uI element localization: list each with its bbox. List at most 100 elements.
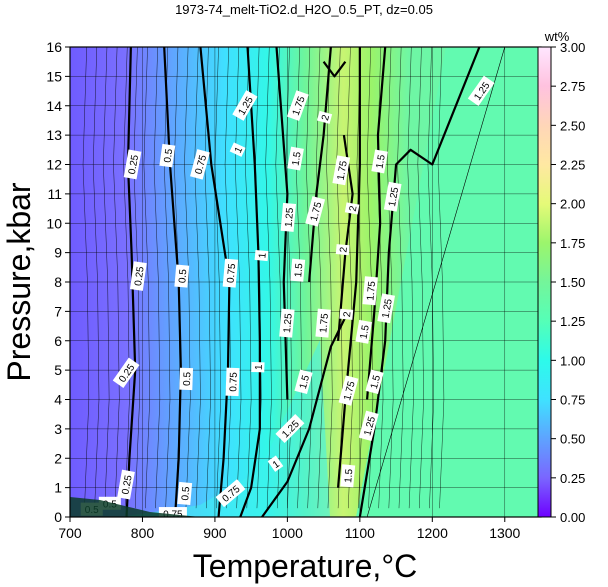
contour-label-box bbox=[179, 367, 194, 391]
contour-label: 1.25 bbox=[377, 293, 395, 324]
contour-label-text: 1.75 bbox=[365, 280, 378, 301]
contour-label: 0.75 bbox=[222, 258, 239, 288]
contour-label-box bbox=[340, 464, 356, 488]
contour-label-box bbox=[338, 375, 359, 406]
contour-line-minor bbox=[194, 47, 201, 509]
contour-label: 0.75 bbox=[225, 367, 240, 397]
contour-label-box bbox=[371, 149, 388, 174]
contour-label-text: 1.5 bbox=[369, 374, 383, 391]
contour-line bbox=[322, 61, 347, 78]
contour-label-text: 0.5 bbox=[180, 486, 192, 501]
contour-label: 0.5 bbox=[174, 264, 190, 288]
contour-label-box bbox=[229, 142, 246, 157]
y-tick-label: 4 bbox=[54, 392, 62, 408]
contour-line-minor bbox=[123, 47, 130, 509]
contour-label-box bbox=[279, 308, 295, 338]
contour-label-box bbox=[383, 181, 402, 212]
contour-line-minor bbox=[214, 47, 221, 509]
contour-line-minor bbox=[143, 47, 150, 509]
contour-label-box bbox=[305, 196, 326, 227]
contour-label: 1.5 bbox=[371, 149, 388, 174]
contour-label-box bbox=[190, 149, 210, 180]
contour-line-minor bbox=[265, 47, 272, 509]
contour-line-minor bbox=[437, 47, 445, 509]
contour-label-text: 1 bbox=[233, 145, 246, 155]
colorbar-ticks: 0.00 0.25 0.50 0.75 1.00 1.25 1.50 1.75 2.00 2.25… bbox=[551, 40, 585, 525]
contour-label-text: 1.25 bbox=[282, 313, 295, 334]
contour-label: 0.25 bbox=[123, 149, 142, 180]
contour-line-minor bbox=[336, 47, 343, 509]
y-tick-label: 16 bbox=[46, 39, 62, 55]
x-tick-label: 900 bbox=[203, 525, 227, 541]
contour-label-box bbox=[275, 414, 305, 444]
chart-title: 1973-74_melt-TiO2.d_H2O_0.5_PT, dz=0.05 bbox=[175, 2, 433, 17]
y-tick-label: 14 bbox=[46, 98, 62, 114]
colorbar-tick-label: 2.00 bbox=[560, 197, 585, 212]
colorbar-gradient bbox=[537, 46, 552, 518]
contour-line-minor bbox=[377, 47, 384, 509]
y-tick-label: 1 bbox=[54, 480, 62, 496]
contour-label-box bbox=[254, 249, 269, 262]
colorbar-tick-label: 2.75 bbox=[560, 79, 585, 94]
contour-label-text: 1.75 bbox=[342, 380, 358, 402]
colorbar-tick-label: 3.00 bbox=[560, 40, 585, 55]
contour-line-minor bbox=[204, 47, 211, 509]
contour-label: 1.25 bbox=[383, 181, 402, 212]
y-tick-label: 10 bbox=[46, 215, 62, 231]
y-tick-label: 13 bbox=[46, 127, 62, 143]
contour-label-text: 1.5 bbox=[359, 324, 372, 340]
contour-line-minor bbox=[346, 47, 353, 509]
colorbar-tick-label: 1.75 bbox=[560, 236, 585, 251]
contour-line-minor bbox=[417, 47, 424, 509]
contour-label: 1.25 bbox=[280, 202, 296, 232]
contour-label-text: 2 bbox=[320, 113, 332, 122]
contour-label-box bbox=[267, 455, 284, 472]
low-temperature-base bbox=[70, 497, 200, 517]
contour-line-minor bbox=[103, 47, 110, 509]
colorbar-label: wt% bbox=[544, 29, 570, 44]
colorbar-tick-label: 0.75 bbox=[560, 393, 585, 408]
contour-line-minor bbox=[407, 47, 414, 509]
contour-label-text: 1.25 bbox=[381, 298, 395, 320]
contour-label-box bbox=[286, 90, 309, 121]
x-tick-label: 700 bbox=[58, 525, 82, 541]
y-tick-label: 2 bbox=[54, 450, 62, 466]
contour-label: 1.5 bbox=[290, 258, 305, 282]
contour-label: 0.5 bbox=[177, 481, 192, 505]
x-tick-label: 1300 bbox=[489, 525, 520, 541]
contour-label: 1.5 bbox=[340, 464, 356, 488]
colorbar-tick-label: 0.00 bbox=[560, 510, 585, 525]
x-tick-label: 1100 bbox=[345, 525, 375, 541]
colorbar: wt% 0.00 0.25 0.50 0.75 1.00 1.25 1.50 1.75 2.00… bbox=[537, 29, 585, 525]
x-axis-label: Temperature,°C bbox=[193, 548, 417, 584]
colorbar-tick-label: 0.25 bbox=[560, 471, 585, 486]
contour-label-box bbox=[174, 264, 190, 288]
colorbar-tick-label: 2.50 bbox=[560, 118, 585, 133]
contour-label: 1 bbox=[267, 455, 284, 472]
contour-label: 1.5 bbox=[294, 369, 313, 395]
x-tick-label: 1200 bbox=[417, 525, 448, 541]
contour-label-text: 0.75 bbox=[228, 372, 240, 392]
contour-label-text: 1.75 bbox=[318, 313, 331, 334]
contour-label-box bbox=[365, 369, 384, 395]
contour-line-minor bbox=[316, 47, 323, 509]
contour-line-minor bbox=[113, 47, 120, 509]
contour-line-minor bbox=[255, 47, 262, 509]
colorbar-tick-label: 0.50 bbox=[560, 432, 585, 447]
contour-label-text: 1.75 bbox=[309, 201, 325, 223]
contour-label: 1.5 bbox=[355, 319, 373, 344]
y-tick-label: 7 bbox=[54, 303, 62, 319]
contour-label-box bbox=[222, 258, 239, 288]
contour-line bbox=[125, 47, 137, 517]
contour-label-text: 1.5 bbox=[293, 262, 305, 277]
contour-label-box bbox=[332, 155, 351, 186]
x-axis-ticks: 700 800 900 1000 1100 1200 1300 bbox=[58, 517, 521, 541]
contour-label-box bbox=[344, 202, 360, 215]
y-tick-label: 5 bbox=[54, 362, 62, 378]
contour-label-text: 1.75 bbox=[336, 160, 350, 182]
contour-label-text: 0.25 bbox=[127, 154, 141, 176]
contour-line-minor bbox=[387, 47, 394, 509]
x-tick-label: 800 bbox=[131, 525, 155, 541]
contour-label: 1.75 bbox=[338, 375, 359, 406]
